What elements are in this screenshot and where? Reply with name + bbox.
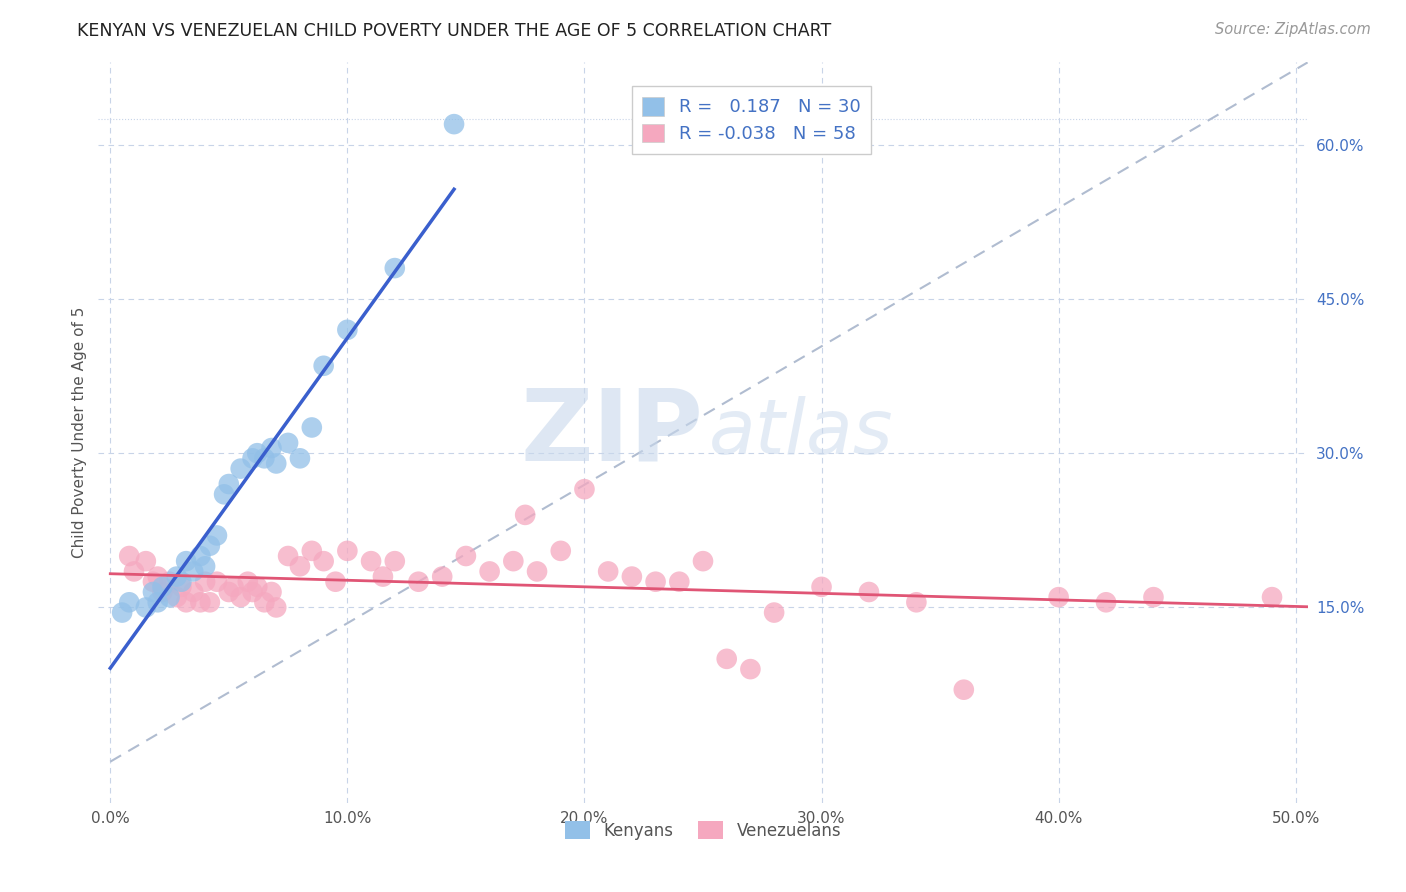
Point: [246, 580, 269, 594]
Point: [740, 662, 762, 676]
Point: [620, 569, 643, 583]
Point: [432, 569, 454, 583]
Point: [692, 554, 714, 568]
Point: [952, 682, 974, 697]
Point: [288, 451, 311, 466]
Point: [301, 420, 323, 434]
Point: [408, 574, 430, 589]
Point: [229, 590, 252, 604]
Point: [111, 606, 134, 620]
Point: [135, 600, 157, 615]
Point: [810, 580, 832, 594]
Point: [264, 600, 287, 615]
Point: [222, 580, 245, 594]
Point: [159, 590, 181, 604]
Point: [218, 477, 240, 491]
Point: [166, 569, 188, 583]
Point: [858, 585, 880, 599]
Point: [236, 574, 259, 589]
Point: [574, 482, 596, 496]
Point: [146, 595, 169, 609]
Point: [190, 595, 212, 609]
Point: [371, 569, 394, 583]
Point: [198, 595, 221, 609]
Text: Source: ZipAtlas.com: Source: ZipAtlas.com: [1215, 22, 1371, 37]
Point: [360, 554, 382, 568]
Point: [142, 585, 165, 599]
Legend: Kenyans, Venezuelans: Kenyans, Venezuelans: [558, 814, 848, 847]
Point: [515, 508, 537, 522]
Point: [1095, 595, 1118, 609]
Point: [312, 554, 335, 568]
Point: [198, 539, 221, 553]
Point: [288, 559, 311, 574]
Point: [190, 549, 212, 563]
Point: [1261, 590, 1284, 604]
Point: [336, 323, 359, 337]
Point: [174, 554, 197, 568]
Point: [384, 261, 406, 276]
Point: [443, 117, 465, 131]
Point: [277, 436, 299, 450]
Text: KENYAN VS VENEZUELAN CHILD POVERTY UNDER THE AGE OF 5 CORRELATION CHART: KENYAN VS VENEZUELAN CHILD POVERTY UNDER…: [77, 22, 831, 40]
Point: [122, 565, 145, 579]
Point: [194, 559, 217, 574]
Point: [174, 595, 197, 609]
Point: [242, 451, 264, 466]
Point: [218, 585, 240, 599]
Point: [246, 446, 269, 460]
Point: [166, 590, 188, 604]
Point: [264, 457, 287, 471]
Point: [301, 544, 323, 558]
Point: [146, 569, 169, 583]
Point: [170, 580, 193, 594]
Point: [118, 549, 141, 563]
Point: [668, 574, 690, 589]
Point: [253, 451, 276, 466]
Point: [384, 554, 406, 568]
Point: [336, 544, 359, 558]
Point: [212, 487, 235, 501]
Point: [763, 606, 786, 620]
Point: [260, 441, 283, 455]
Point: [478, 565, 501, 579]
Point: [550, 544, 572, 558]
Point: [181, 565, 204, 579]
Point: [716, 652, 738, 666]
Text: atlas: atlas: [709, 396, 894, 469]
Point: [242, 585, 264, 599]
Point: [260, 585, 283, 599]
Point: [598, 565, 620, 579]
Point: [181, 585, 204, 599]
Text: ZIP: ZIP: [520, 384, 703, 481]
Point: [142, 574, 165, 589]
Point: [502, 554, 524, 568]
Point: [253, 595, 276, 609]
Point: [526, 565, 548, 579]
Point: [159, 574, 181, 589]
Point: [152, 580, 174, 594]
Point: [312, 359, 335, 373]
Point: [1047, 590, 1070, 604]
Point: [1142, 590, 1164, 604]
Point: [170, 574, 193, 589]
Point: [454, 549, 477, 563]
Point: [152, 585, 174, 599]
Y-axis label: Child Poverty Under the Age of 5: Child Poverty Under the Age of 5: [72, 307, 87, 558]
Point: [135, 554, 157, 568]
Point: [205, 528, 228, 542]
Point: [644, 574, 666, 589]
Point: [205, 574, 228, 589]
Point: [118, 595, 141, 609]
Point: [325, 574, 347, 589]
Point: [905, 595, 928, 609]
Point: [194, 574, 217, 589]
Point: [229, 461, 252, 475]
Point: [277, 549, 299, 563]
